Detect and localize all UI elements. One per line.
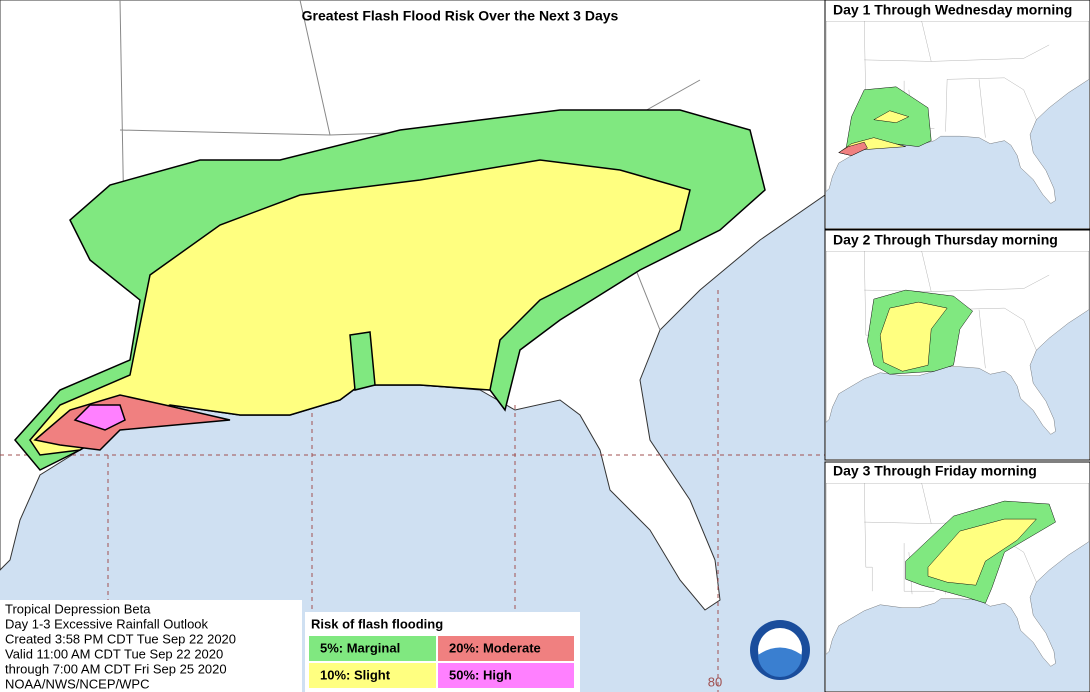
- panel-title: Day 3 Through Friday morning: [833, 463, 1037, 479]
- info-line: Day 1-3 Excessive Rainfall Outlook: [5, 616, 209, 631]
- info-line: Valid 11:00 AM CDT Tue Sep 22 2020: [5, 646, 223, 661]
- longitude-label: 80: [708, 674, 722, 689]
- logo-text: NOAA: [767, 630, 794, 640]
- map-title: Greatest Flash Flood Risk Over the Next …: [302, 8, 619, 24]
- info-box: Tropical Depression Beta Day 1-3 Excessi…: [0, 600, 302, 692]
- panel-1: Day 1 Through Wednesday morning: [824, 0, 1090, 230]
- legend-item: 20%: Moderate: [449, 640, 541, 655]
- risk-slight: [29, 159, 691, 456]
- info-line: through 7:00 AM CDT Fri Sep 25 2020: [5, 661, 227, 676]
- panel-3: Day 3 Through Friday morning: [824, 461, 1090, 692]
- risk-moderate: [33, 394, 231, 451]
- info-line: NOAA/NWS/NCEP/WPC: [5, 676, 149, 691]
- main-map: Greatest Flash Flood Risk Over the Next …: [0, 0, 826, 692]
- legend-item: 10%: Slight: [320, 667, 391, 682]
- panel-title: Day 1 Through Wednesday morning: [833, 2, 1072, 18]
- risk-high: [73, 404, 126, 431]
- legend: Risk of flash flooding 5%: Marginal 20%:…: [305, 612, 580, 692]
- panel-2: Day 2 Through Thursday morning: [824, 229, 1090, 461]
- info-line: Tropical Depression Beta: [5, 601, 151, 616]
- legend-item: 50%: High: [449, 667, 512, 682]
- legend-item: 5%: Marginal: [320, 640, 400, 655]
- legend-title: Risk of flash flooding: [311, 616, 443, 631]
- noaa-logo: NOAA: [750, 620, 810, 680]
- panel-title: Day 2 Through Thursday morning: [833, 232, 1058, 248]
- info-line: Created 3:58 PM CDT Tue Sep 22 2020: [5, 631, 236, 646]
